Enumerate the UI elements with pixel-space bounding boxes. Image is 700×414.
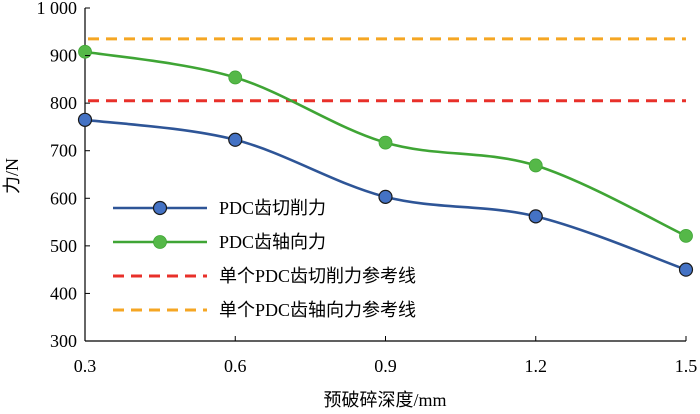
series-lines [84,50,687,271]
y-tick-label: 1 000 [37,0,78,18]
legend-label: 单个PDC齿轴向力参考线 [219,300,416,320]
legend-label: PDC齿轴向力 [219,232,326,252]
series-points [77,44,694,277]
x-tick-label: 0.3 [74,356,97,376]
legend-marker [152,200,168,216]
data-point-series-2 [228,70,243,85]
data-point-series-1 [378,189,393,204]
reference-lines [88,37,686,103]
y-tick-label: 900 [50,46,77,66]
x-axis-label: 预破碎深度/mm [323,390,446,410]
data-point-series-1 [228,132,243,147]
data-point-series-2 [528,158,543,173]
axis-ticks: 300 400 500 600 700 800 900 1 000 0.3 0.6 0.9 1.2 1.… [37,0,698,376]
x-tick-label: 0.6 [224,356,247,376]
x-tick-label: 0.9 [374,356,397,376]
y-axis-label: 力/N [2,158,22,194]
plot-frame [84,8,686,342]
y-tick-label: 700 [50,141,77,161]
y-tick-label: 300 [50,331,77,351]
data-point-series-1 [528,209,543,224]
y-tick-label: 800 [50,93,77,113]
data-point-series-2 [78,44,92,59]
x-tick-label: 1.2 [525,356,548,376]
y-tick-label: 600 [50,188,77,208]
x-tick-label: 1.5 [675,356,698,376]
legend-label: PDC齿切削力 [219,198,326,218]
legend-marker [153,235,167,249]
data-point-series-2 [679,228,693,243]
y-tick-label: 400 [50,283,77,303]
data-point-series-2 [378,135,393,150]
y-tick-label: 500 [50,236,77,256]
data-point-series-1 [77,112,93,127]
legend-label: 单个PDC齿切削力参考线 [219,266,416,286]
data-point-series-1 [678,262,694,277]
